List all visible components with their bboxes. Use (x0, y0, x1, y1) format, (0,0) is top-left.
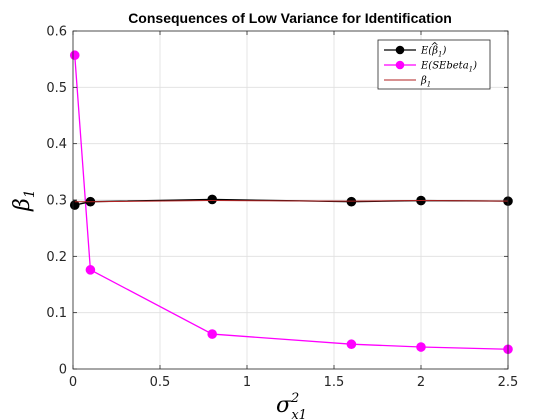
x-tick-label: 2 (417, 375, 425, 390)
ticks: 0 0.5 1 1.5 2 2.5 0 0.1 0.2 0.3 0.4 0.5 0.6 (46, 25, 518, 391)
data-point (207, 194, 217, 205)
legend-label: E(SEbeta1) (420, 61, 477, 74)
series-line (74, 55, 509, 350)
data-point (346, 339, 357, 350)
legend-entry: E(SEbeta1) (384, 61, 477, 74)
data-point (69, 50, 80, 61)
y-tick-label: 0 (59, 363, 67, 378)
legend: E(β1)^ E(SEbeta1) β1 (377, 39, 491, 90)
series-line (74, 200, 509, 203)
legend-marker (395, 45, 405, 55)
data-point (85, 265, 96, 275)
data-point (346, 196, 357, 207)
y-tick-label: 0.6 (46, 25, 67, 40)
legend-label: E(β1) (420, 46, 446, 59)
legend-entry: E(β1)^ (384, 42, 446, 59)
y-axis-label: β1 (10, 189, 38, 212)
x-tick-label: 1.5 (324, 375, 345, 390)
x-tick-label: 0 (69, 375, 77, 390)
data-point (416, 342, 426, 352)
y-tick-label: 0.3 (46, 194, 67, 209)
legend-entry: β1 (384, 76, 431, 89)
chart-title: Consequences of Low Variance for Identif… (128, 10, 452, 26)
x-tick-label: 0.5 (150, 375, 171, 390)
y-tick-label: 0.1 (46, 306, 67, 321)
series-2 (74, 200, 509, 203)
legend-hat-icon: ^ (431, 42, 439, 53)
legend-label: β1 (420, 76, 431, 89)
y-tick-label: 0.5 (46, 81, 67, 96)
x-tick-label: 2.5 (498, 375, 519, 390)
y-tick-label: 0.4 (46, 137, 67, 152)
x-tick-label: 1 (243, 375, 251, 390)
legend-marker (395, 60, 405, 70)
data-point (207, 329, 217, 339)
data-point (69, 200, 80, 210)
y-tick-label: 0.2 (46, 250, 67, 265)
x-axis-label: σ2 x1 (276, 391, 307, 420)
